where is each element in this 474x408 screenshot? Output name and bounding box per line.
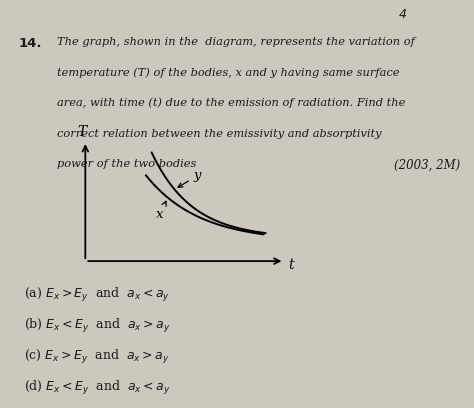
Text: (c) $E_x > E_y$  and  $a_x > a_y$: (c) $E_x > E_y$ and $a_x > a_y$ [24,348,170,366]
Text: (d) $E_x < E_y$  and  $a_x < a_y$: (d) $E_x < E_y$ and $a_x < a_y$ [24,379,171,397]
Text: (b) $E_x < E_y$  and  $a_x > a_y$: (b) $E_x < E_y$ and $a_x > a_y$ [24,317,171,335]
Text: 4: 4 [399,8,407,21]
Text: x: x [156,201,166,221]
Text: y: y [178,169,201,187]
Text: correct relation between the emissivity and absorptivity: correct relation between the emissivity … [57,129,382,139]
Text: (a) $E_x > E_y$  and  $a_x < a_y$: (a) $E_x > E_y$ and $a_x < a_y$ [24,286,170,304]
Text: temperature (T) of the bodies, x and y having same surface: temperature (T) of the bodies, x and y h… [57,67,400,78]
Text: area, with time (t) due to the emission of radiation. Find the: area, with time (t) due to the emission … [57,98,405,109]
Text: The graph, shown in the  diagram, represents the variation of: The graph, shown in the diagram, represe… [57,37,415,47]
Text: 14.: 14. [19,37,43,50]
Text: T: T [77,125,86,139]
Text: power of the two bodies: power of the two bodies [57,159,196,169]
Text: (2003, 2M): (2003, 2M) [393,159,460,172]
Text: t: t [288,257,294,272]
